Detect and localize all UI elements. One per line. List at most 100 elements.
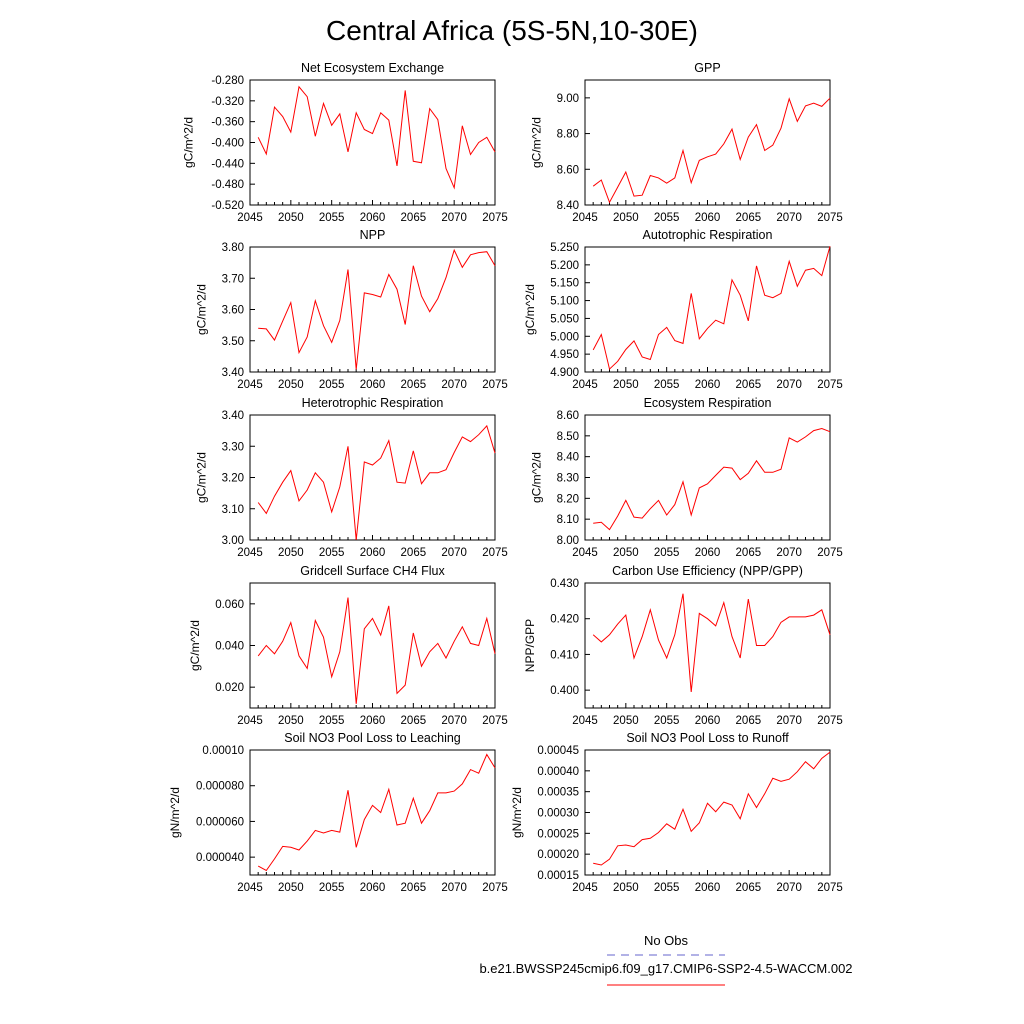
x-tick-label: 2060 [695,212,721,224]
series-line [257,85,496,190]
x-tick-label: 2060 [695,547,721,559]
y-tick-label: 8.40 [557,452,579,464]
y-tick-label: 0.00030 [537,808,579,820]
y-axis-label: gN/m^2/d [510,787,524,838]
y-tick-label: 4.950 [550,349,579,361]
x-tick-label: 2070 [441,547,467,559]
x-tick-label: 2050 [613,547,639,559]
x-tick-label: 2070 [441,379,467,391]
y-tick-label: 9.00 [557,93,579,105]
x-tick-label: 2050 [278,547,304,559]
panel-9: 2045 2050 2055 2060 2065 2070 2075 0.000040 0.00… [168,731,508,894]
x-tick-label: 2065 [736,547,762,559]
y-tick-label: 3.40 [222,410,244,422]
y-tick-label: 0.020 [215,682,244,694]
x-tick-label: 2045 [572,882,598,894]
panel-title: GPP [694,61,720,75]
y-tick-label: 3.70 [222,273,244,285]
series-line [592,593,831,692]
panel-6: 2045 2050 2055 2060 2065 2070 2075 8.00 8.10 8.20… [530,396,843,559]
panel-title: Carbon Use Efficiency (NPP/GPP) [612,564,803,578]
y-axis-label: gC/m^2/d [181,117,195,168]
y-tick-label: 0.00045 [537,745,579,757]
plot-frame [584,749,831,876]
figure-title: Central Africa (5S-5N,10-30E) [326,15,698,46]
y-tick-label: 8.10 [557,514,579,526]
x-tick-label: 2045 [572,379,598,391]
x-tick-label: 2055 [319,379,345,391]
series-line [592,97,831,204]
y-tick-label: 8.80 [557,129,579,141]
series-line [592,246,831,371]
y-tick-label: 5.000 [550,331,579,343]
y-tick-label: 8.00 [557,535,579,547]
y-tick-label: 3.40 [222,367,244,379]
plot-frame [584,582,831,709]
panel-7: 2045 2050 2055 2060 2065 2070 2075 0.020 0.040 0.… [188,564,508,727]
y-tick-label: 0.430 [550,578,579,590]
panel-4: 2045 2050 2055 2060 2065 2070 2075 4.900 4.950 5.… [523,228,843,391]
x-tick-label: 2075 [817,882,843,894]
panel-title: Ecosystem Respiration [644,396,772,410]
plot-frame [584,246,831,373]
y-tick-label: 0.00010 [202,745,244,757]
y-tick-label: -0.520 [211,200,244,212]
panel-title: Heterotrophic Respiration [302,396,444,410]
y-tick-label: 4.900 [550,367,579,379]
x-tick-label: 2055 [319,547,345,559]
x-tick-label: 2055 [654,715,680,727]
series-line [258,248,496,370]
x-tick-label: 2050 [278,212,304,224]
x-tick-label: 2075 [482,715,508,727]
y-axis-label: gC/m^2/d [530,117,544,168]
y-tick-label: 0.000080 [196,781,244,793]
legend-model-label: b.e21.BWSSP245cmip6.f09_g17.CMIP6-SSP2-4… [479,961,852,976]
panel-title: Soil NO3 Pool Loss to Runoff [626,731,789,745]
x-tick-label: 2060 [360,379,386,391]
x-tick-label: 2070 [441,212,467,224]
y-tick-label: 8.60 [557,410,579,422]
y-axis-label: gC/m^2/d [188,620,202,671]
x-tick-label: 2070 [776,547,802,559]
x-tick-label: 2045 [237,379,263,391]
y-tick-label: 5.050 [550,313,579,325]
plot-frame [249,414,496,541]
y-axis-label: gC/m^2/d [195,284,209,335]
plot-frame [249,582,496,709]
x-tick-label: 2060 [695,715,721,727]
x-tick-label: 2075 [482,212,508,224]
panel-title: Soil NO3 Pool Loss to Leaching [284,731,461,745]
panel-10: 2045 2050 2055 2060 2065 2070 2075 0.00015 0.000… [510,731,843,894]
x-tick-label: 2075 [482,379,508,391]
panel-2: 2045 2050 2055 2060 2065 2070 2075 8.40 8.60 8.80… [530,61,843,224]
x-tick-label: 2055 [654,547,680,559]
y-tick-label: 3.80 [222,242,244,254]
x-tick-label: 2045 [572,547,598,559]
y-axis-label: gC/m^2/d [523,284,537,335]
x-tick-label: 2070 [776,212,802,224]
y-tick-label: 3.50 [222,336,244,348]
panel-title: NPP [360,228,386,242]
y-axis-label: NPP/GPP [523,619,537,672]
y-tick-label: 3.60 [222,305,244,317]
x-tick-label: 2065 [401,212,427,224]
y-tick-label: 0.420 [550,614,579,626]
y-tick-label: 0.00035 [537,787,579,799]
series-line [257,753,496,872]
panel-title: Net Ecosystem Exchange [301,61,444,75]
y-tick-label: 0.000040 [196,852,244,864]
x-tick-label: 2065 [401,379,427,391]
x-tick-label: 2065 [401,715,427,727]
y-tick-label: 0.410 [550,649,579,661]
y-tick-label: -0.320 [211,96,244,108]
x-tick-label: 2060 [360,547,386,559]
x-tick-label: 2070 [776,882,802,894]
x-tick-label: 2055 [319,212,345,224]
y-tick-label: 0.00025 [537,828,579,840]
x-tick-label: 2050 [613,715,639,727]
y-tick-label: 0.000060 [196,816,244,828]
series-line [593,751,831,866]
y-tick-label: 3.20 [222,473,244,485]
y-tick-label: 5.200 [550,260,579,272]
x-tick-label: 2070 [441,882,467,894]
